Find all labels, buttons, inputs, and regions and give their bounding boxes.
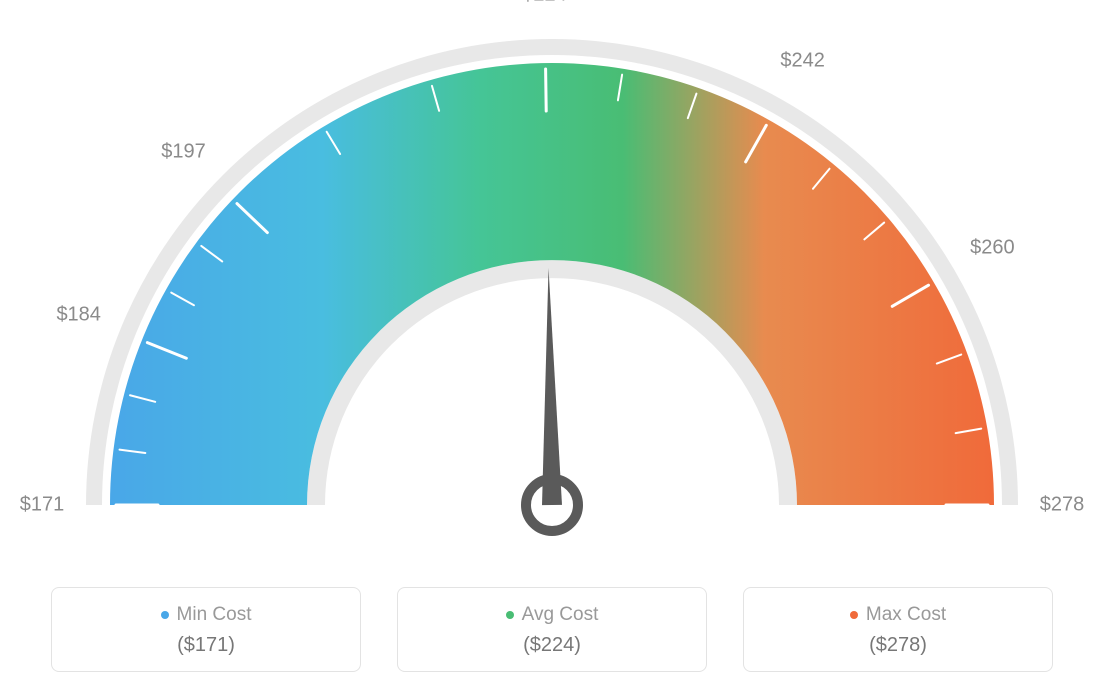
legend-card-avg: Avg Cost ($224) (397, 587, 707, 672)
legend-top-min: Min Cost (161, 604, 252, 626)
legend-card-max: Max Cost ($278) (743, 587, 1053, 672)
legend-top-avg: Avg Cost (506, 604, 599, 626)
gauge-chart: $171 $184 $197 $224 $242 $260 $278 (0, 0, 1104, 560)
legend-dot-avg (506, 611, 514, 619)
legend-dot-max (850, 611, 858, 619)
legend-top-max: Max Cost (850, 604, 946, 626)
legend-dot-min (161, 611, 169, 619)
legend-value-min: ($171) (52, 634, 360, 657)
gauge-tick-label: $197 (161, 141, 206, 164)
gauge-svg (0, 0, 1104, 560)
legend-row: Min Cost ($171) Avg Cost ($224) Max Cost… (0, 587, 1104, 672)
legend-label-avg: Avg Cost (522, 604, 599, 626)
legend-label-min: Min Cost (177, 604, 252, 626)
legend-card-min: Min Cost ($171) (51, 587, 361, 672)
gauge-tick-label: $278 (1040, 494, 1085, 517)
gauge-tick-label: $171 (20, 494, 65, 517)
legend-value-max: ($278) (744, 634, 1052, 657)
gauge-tick-label: $260 (970, 236, 1015, 259)
legend-label-max: Max Cost (866, 604, 946, 626)
legend-value-avg: ($224) (398, 634, 706, 657)
gauge-tick-label: $224 (522, 0, 567, 7)
gauge-tick-label: $184 (56, 304, 101, 327)
gauge-tick-label: $242 (780, 49, 825, 72)
